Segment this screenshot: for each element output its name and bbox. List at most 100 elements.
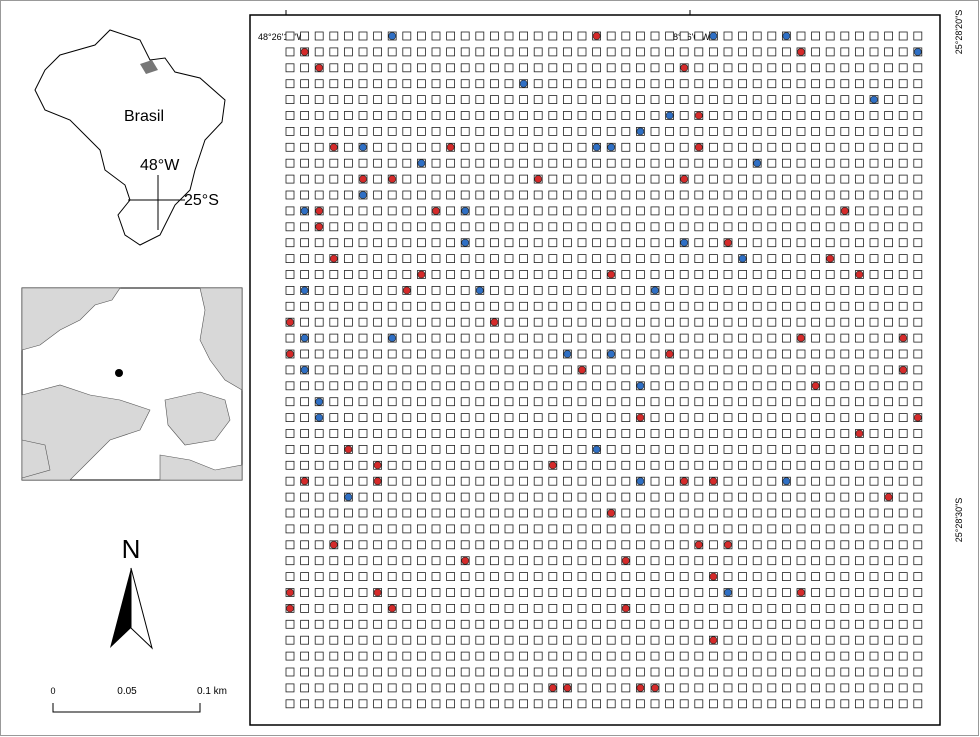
plot-square (913, 651, 923, 661)
plot-square (402, 270, 412, 279)
plot-square (752, 333, 762, 343)
plot-square (300, 683, 310, 693)
plot-square (285, 492, 295, 502)
plot-square (504, 460, 514, 470)
plot-square (504, 127, 514, 136)
plot-square (446, 31, 456, 41)
plot-square (402, 47, 412, 57)
plot-square (884, 142, 893, 152)
plot-square (621, 460, 631, 470)
plot-square (679, 317, 689, 327)
lat-label: 25°28'20"S (954, 10, 964, 55)
plot-square (782, 444, 791, 454)
plot-square (650, 238, 660, 248)
plot-square (314, 317, 324, 327)
plot-square (563, 492, 572, 502)
plot-square (665, 667, 674, 677)
plot-square (869, 413, 879, 423)
plot-square (592, 540, 601, 550)
plot-square (519, 508, 528, 518)
plot-square (416, 572, 426, 581)
plot-square (416, 285, 426, 295)
plot-square (416, 206, 426, 216)
blue-plot (724, 588, 732, 597)
plot-square (709, 238, 718, 248)
plot-square (913, 476, 923, 486)
plot-square (913, 127, 923, 136)
plot-square (402, 444, 412, 454)
plot-square (621, 174, 631, 184)
plot-square (621, 317, 631, 327)
plot-square (825, 460, 835, 470)
plot-square (475, 397, 485, 407)
plot-square (869, 174, 879, 184)
plot-square (709, 333, 718, 343)
plot-square (679, 508, 689, 518)
plot-square (709, 540, 718, 550)
plot-square (285, 270, 295, 279)
plot-square (300, 572, 310, 581)
plot-square (446, 524, 456, 534)
plot-square (811, 254, 820, 264)
plot-square (825, 31, 835, 41)
plot-square (358, 444, 368, 454)
plot-square (636, 270, 645, 279)
plot-square (650, 492, 660, 502)
plot-square (548, 190, 558, 200)
plot-square (738, 222, 747, 232)
plot-square (300, 604, 310, 613)
plot-square (533, 254, 543, 264)
plot-square (840, 222, 850, 232)
red-plot (797, 48, 805, 56)
plot-square (752, 79, 762, 89)
plot-square (782, 222, 791, 232)
plot-square (811, 174, 820, 184)
plot-square (533, 142, 543, 152)
red-plot (388, 604, 397, 613)
plot-square (373, 285, 383, 295)
plot-square (650, 270, 660, 279)
red-plot (490, 318, 499, 327)
plot-square (694, 158, 704, 168)
plot-square (723, 333, 733, 343)
plot-square (606, 397, 616, 407)
plot-square (782, 508, 791, 518)
plot-square (869, 429, 879, 438)
plot-square (475, 127, 485, 136)
plot-square (840, 476, 850, 486)
plot-square (416, 317, 426, 327)
plot-square (621, 222, 631, 232)
plot-square (679, 206, 689, 216)
plot-square (898, 619, 908, 629)
plot-square (694, 492, 704, 502)
plot-square (723, 429, 733, 438)
plot-square (884, 444, 893, 454)
plot-square (752, 540, 762, 550)
plot-square (752, 413, 762, 423)
plot-square (489, 79, 499, 89)
plot-square (913, 556, 923, 566)
plot-square (475, 444, 485, 454)
red-plot (651, 684, 659, 692)
plot-square (285, 174, 295, 184)
plot-square (402, 301, 412, 311)
plot-square (504, 619, 514, 629)
plot-square (738, 238, 747, 248)
plot-square (723, 651, 733, 661)
plot-square (621, 699, 631, 709)
plot-square (811, 333, 820, 343)
plot-square (577, 285, 587, 295)
plot-square (504, 95, 514, 104)
plot-square (650, 429, 660, 438)
plot-square (431, 619, 441, 629)
red-plot (621, 556, 630, 565)
plot-square (402, 635, 412, 645)
plot-square (679, 190, 689, 200)
plot-square (738, 397, 747, 407)
plot-square (504, 476, 514, 486)
plot-square (314, 524, 324, 534)
plot-square (329, 651, 339, 661)
plot-square (519, 285, 528, 295)
plot-square (650, 413, 660, 423)
plot-square (650, 556, 660, 566)
